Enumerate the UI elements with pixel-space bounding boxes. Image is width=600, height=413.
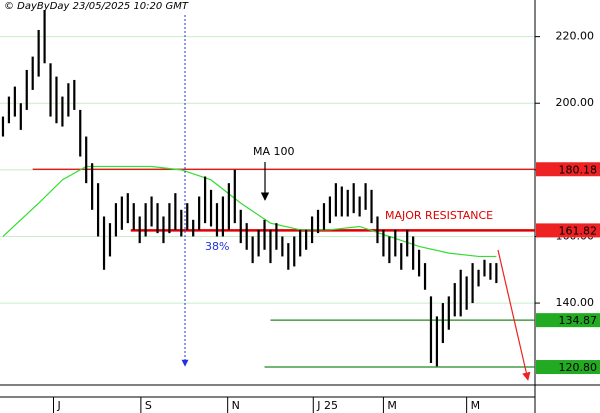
x-tick-label: J xyxy=(57,399,61,412)
level-label: 120.80 xyxy=(559,361,598,374)
x-tick-label: J 25 xyxy=(316,399,338,412)
level-box xyxy=(536,360,600,375)
x-tick-label: M xyxy=(387,399,397,412)
y-tick-label: 220.00 xyxy=(556,30,595,43)
x-tick-label: M xyxy=(471,399,481,412)
level-box xyxy=(536,223,600,238)
level-label: 134.87 xyxy=(559,314,598,327)
x-tick-label: S xyxy=(145,399,152,412)
level-box xyxy=(536,313,600,328)
level-label: 180.18 xyxy=(559,163,598,176)
resistance-annotation: MAJOR RESISTANCE xyxy=(385,209,493,222)
level-label: 161.82 xyxy=(559,224,598,237)
y-tick-label: 140.00 xyxy=(556,296,595,309)
level-box xyxy=(536,162,600,177)
ma-line xyxy=(2,165,497,258)
ma-annotation: MA 100 xyxy=(253,145,295,158)
x-tick-label: N xyxy=(232,399,240,412)
y-tick-label: 200.00 xyxy=(556,96,595,109)
header: © DayByDay 23/05/2025 10:20 GMT xyxy=(4,1,189,12)
fib-annotation: 38% xyxy=(205,240,229,253)
target-arrow xyxy=(497,249,531,381)
